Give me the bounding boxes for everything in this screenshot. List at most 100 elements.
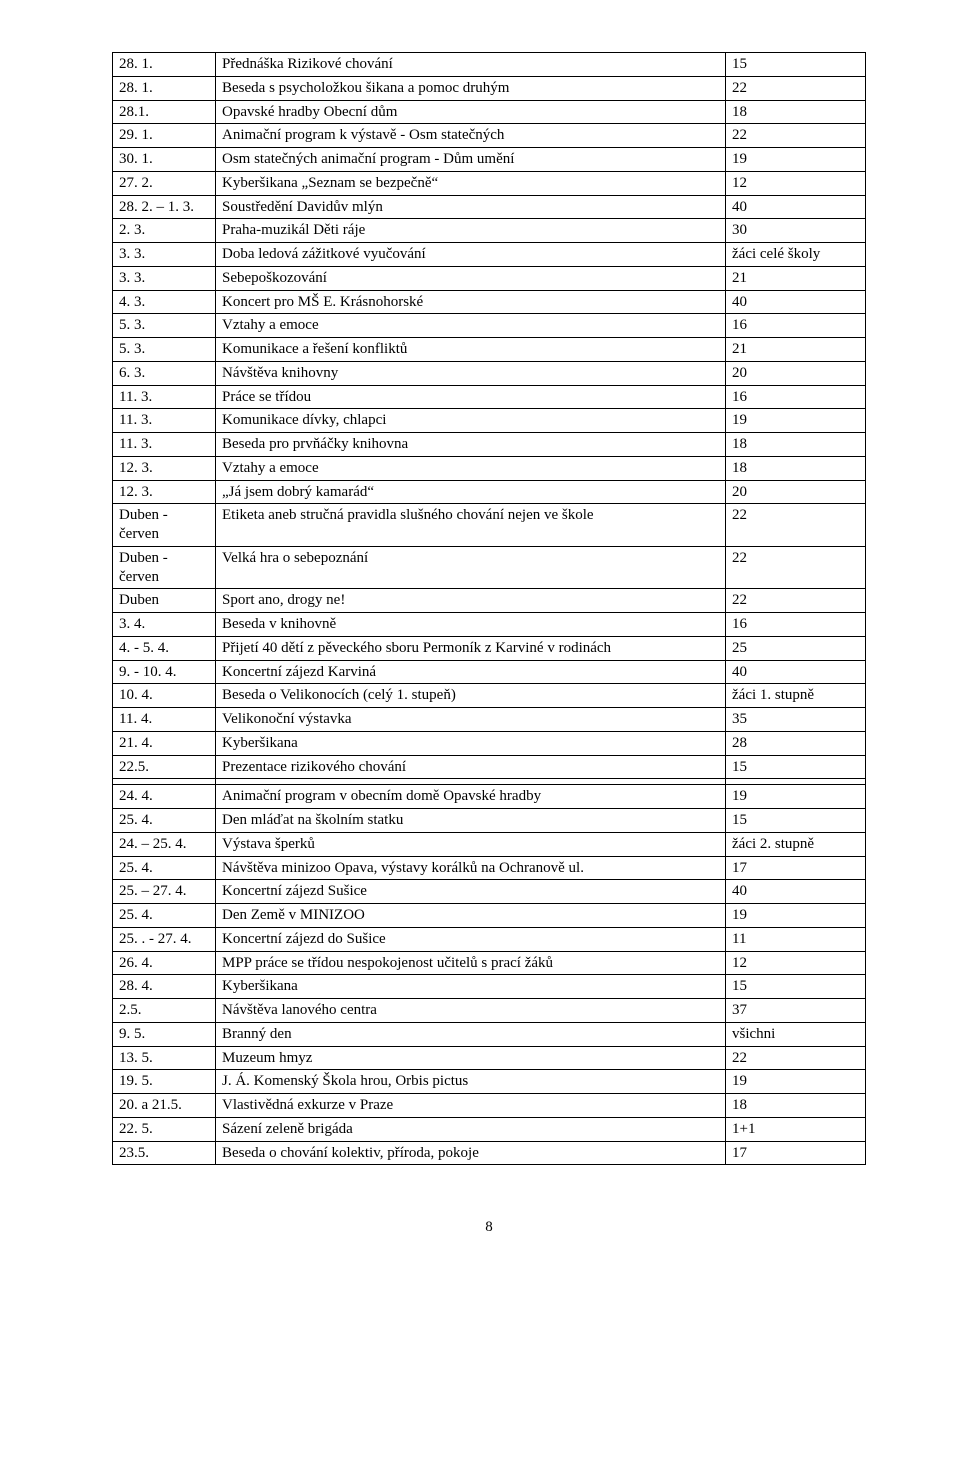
date-cell: 25. – 27. 4.: [113, 880, 216, 904]
value-cell: 18: [726, 100, 866, 124]
value-cell: 12: [726, 171, 866, 195]
table-row: 25. 4.Návštěva minizoo Opava, výstavy ko…: [113, 856, 866, 880]
title-cell: Animační program v obecním domě Opavské …: [216, 785, 726, 809]
value-cell: 20: [726, 361, 866, 385]
table-row: 25. 4.Den mláďat na školním statku15: [113, 809, 866, 833]
title-cell: Animační program k výstavě - Osm statečn…: [216, 124, 726, 148]
value-cell: 19: [726, 1070, 866, 1094]
date-cell: 6. 3.: [113, 361, 216, 385]
date-cell: 25. 4.: [113, 904, 216, 928]
value-cell: 40: [726, 660, 866, 684]
date-cell: 2. 3.: [113, 219, 216, 243]
title-cell: Koncertní zájezd do Sušice: [216, 927, 726, 951]
value-cell: 16: [726, 385, 866, 409]
title-cell: Výstava šperků: [216, 832, 726, 856]
value-cell: 22: [726, 504, 866, 547]
date-cell: 5. 3.: [113, 314, 216, 338]
date-cell: 11. 3.: [113, 385, 216, 409]
date-cell: 13. 5.: [113, 1046, 216, 1070]
table-row: 21. 4.Kyberšikana28: [113, 731, 866, 755]
title-cell: Muzeum hmyz: [216, 1046, 726, 1070]
title-cell: Koncertní zájezd Sušice: [216, 880, 726, 904]
value-cell: 11: [726, 927, 866, 951]
title-cell: Sebepoškozování: [216, 266, 726, 290]
events-table: 28. 1.Přednáška Rizikové chování1528. 1.…: [112, 52, 866, 1165]
table-row: 29. 1.Animační program k výstavě - Osm s…: [113, 124, 866, 148]
value-cell: 15: [726, 53, 866, 77]
date-cell: Duben - červen: [113, 546, 216, 589]
title-cell: Velká hra o sebepoznání: [216, 546, 726, 589]
value-cell: 22: [726, 76, 866, 100]
title-cell: Návštěva lanového centra: [216, 999, 726, 1023]
value-cell: 19: [726, 785, 866, 809]
title-cell: Beseda o chování kolektiv, příroda, poko…: [216, 1141, 726, 1165]
value-cell: 25: [726, 636, 866, 660]
title-cell: Koncertní zájezd Karviná: [216, 660, 726, 684]
table-row: 2.5.Návštěva lanového centra37: [113, 999, 866, 1023]
title-cell: Návštěva knihovny: [216, 361, 726, 385]
table-row: 19. 5.J. Á. Komenský Škola hrou, Orbis p…: [113, 1070, 866, 1094]
table-row: 28. 2. – 1. 3.Soustředění Davidův mlýn40: [113, 195, 866, 219]
table-row: Duben - červenVelká hra o sebepoznání22: [113, 546, 866, 589]
title-cell: Práce se třídou: [216, 385, 726, 409]
value-cell: 28: [726, 731, 866, 755]
value-cell: 1+1: [726, 1117, 866, 1141]
table-row: 12. 3.Vztahy a emoce18: [113, 456, 866, 480]
title-cell: Koncert pro MŠ E. Krásnohorské: [216, 290, 726, 314]
value-cell: 17: [726, 1141, 866, 1165]
table-row: 24. – 25. 4.Výstava šperkůžáci 2. stupně: [113, 832, 866, 856]
title-cell: Den mláďat na školním statku: [216, 809, 726, 833]
title-cell: Kyberšikana: [216, 975, 726, 999]
value-cell: 19: [726, 148, 866, 172]
date-cell: 3. 3.: [113, 266, 216, 290]
table-row: 5. 3.Vztahy a emoce16: [113, 314, 866, 338]
date-cell: Duben - červen: [113, 504, 216, 547]
table-row: 24. 4.Animační program v obecním domě Op…: [113, 785, 866, 809]
date-cell: 24. 4.: [113, 785, 216, 809]
date-cell: 25. 4.: [113, 856, 216, 880]
value-cell: žáci celé školy: [726, 243, 866, 267]
title-cell: „Já jsem dobrý kamarád“: [216, 480, 726, 504]
date-cell: 11. 4.: [113, 708, 216, 732]
value-cell: 18: [726, 456, 866, 480]
table-row: 20. a 21.5.Vlastivědná exkurze v Praze18: [113, 1094, 866, 1118]
table-row: 9. - 10. 4.Koncertní zájezd Karviná40: [113, 660, 866, 684]
date-cell: 28.1.: [113, 100, 216, 124]
date-cell: 25. . - 27. 4.: [113, 927, 216, 951]
date-cell: 22. 5.: [113, 1117, 216, 1141]
table-row: 3. 3.Sebepoškozování21: [113, 266, 866, 290]
title-cell: Den Země v MINIZOO: [216, 904, 726, 928]
date-cell: 28. 2. – 1. 3.: [113, 195, 216, 219]
table-row: DubenSport ano, drogy ne!22: [113, 589, 866, 613]
title-cell: Opavské hradby Obecní dům: [216, 100, 726, 124]
table-row: 27. 2.Kyberšikana „Seznam se bezpečně“12: [113, 171, 866, 195]
date-cell: 29. 1.: [113, 124, 216, 148]
table-row: 2. 3.Praha-muzikál Děti ráje30: [113, 219, 866, 243]
table-row: 28. 1.Beseda s psycholožkou šikana a pom…: [113, 76, 866, 100]
table-row: 26. 4.MPP práce se třídou nespokojenost …: [113, 951, 866, 975]
title-cell: Vztahy a emoce: [216, 314, 726, 338]
table-row: 6. 3.Návštěva knihovny20: [113, 361, 866, 385]
date-cell: 21. 4.: [113, 731, 216, 755]
table-row: Duben - červenEtiketa aneb stručná pravi…: [113, 504, 866, 547]
title-cell: J. Á. Komenský Škola hrou, Orbis pictus: [216, 1070, 726, 1094]
table-row: 11. 3.Práce se třídou16: [113, 385, 866, 409]
table-row: 28. 4.Kyberšikana15: [113, 975, 866, 999]
title-cell: Beseda o Velikonocích (celý 1. stupeň): [216, 684, 726, 708]
date-cell: 28. 4.: [113, 975, 216, 999]
table-row: 4. 3.Koncert pro MŠ E. Krásnohorské40: [113, 290, 866, 314]
date-cell: 9. - 10. 4.: [113, 660, 216, 684]
value-cell: 22: [726, 589, 866, 613]
date-cell: 24. – 25. 4.: [113, 832, 216, 856]
title-cell: Návštěva minizoo Opava, výstavy korálků …: [216, 856, 726, 880]
value-cell: 16: [726, 314, 866, 338]
date-cell: 30. 1.: [113, 148, 216, 172]
value-cell: žáci 1. stupně: [726, 684, 866, 708]
date-cell: 4. 3.: [113, 290, 216, 314]
table-row: 28. 1.Přednáška Rizikové chování15: [113, 53, 866, 77]
table-row: 4. - 5. 4.Přijetí 40 dětí z pěveckého sb…: [113, 636, 866, 660]
date-cell: Duben: [113, 589, 216, 613]
value-cell: 18: [726, 433, 866, 457]
value-cell: všichni: [726, 1022, 866, 1046]
table-row: 3. 4.Beseda v knihovně16: [113, 613, 866, 637]
